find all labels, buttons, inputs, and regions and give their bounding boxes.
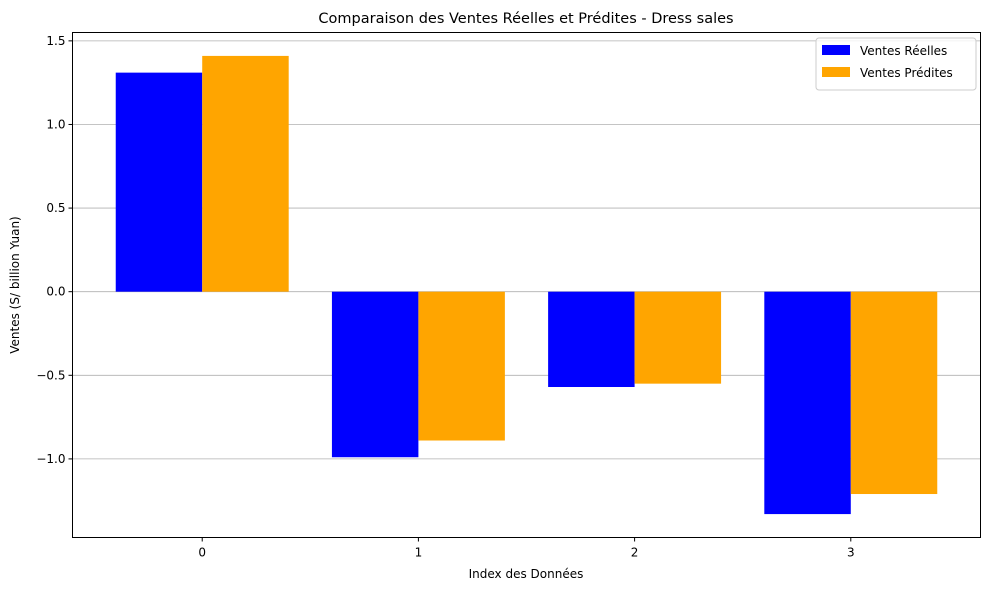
bar-ventes-predites	[418, 291, 505, 441]
bar-ventes-reelles	[548, 291, 635, 388]
x-tick-label: 1	[415, 546, 423, 560]
bars	[115, 55, 938, 515]
legend-swatch-ventes-reelles	[822, 45, 850, 55]
x-axis-label: Index des Données	[469, 567, 584, 581]
legend-label-ventes-predites: Ventes Prédites	[860, 66, 953, 80]
bar-ventes-predites	[634, 291, 722, 384]
legend: Ventes Réelles Ventes Prédites	[815, 37, 977, 91]
legend-swatch-ventes-predites	[822, 67, 850, 77]
legend-label-ventes-reelles: Ventes Réelles	[860, 44, 947, 58]
y-tick-label: −0.5	[36, 368, 65, 382]
ticks: 1.5 1.0 0.5 0.0 −0.5 −1.0 0 1 2 3	[36, 34, 854, 560]
bar-ventes-predites	[202, 55, 289, 292]
y-tick-label: −1.0	[36, 452, 65, 466]
x-tick-label: 0	[198, 546, 206, 560]
y-tick-label: 1.5	[46, 34, 65, 48]
y-tick-label: 0.0	[46, 285, 65, 299]
x-tick-label: 3	[847, 546, 855, 560]
bar-ventes-reelles	[331, 291, 419, 458]
y-tick-label: 1.0	[46, 117, 65, 131]
bar-ventes-reelles	[115, 72, 203, 292]
x-tick-label: 2	[631, 546, 639, 560]
chart-title: Comparaison des Ventes Réelles et Prédit…	[318, 11, 733, 27]
y-axis-label: Ventes (S/ billion Yuan)	[8, 216, 22, 354]
plot-frame	[72, 32, 981, 538]
bar-ventes-predites	[850, 291, 938, 495]
legend-box	[815, 37, 977, 91]
y-tick-label: 0.5	[46, 201, 65, 215]
bar-ventes-reelles	[764, 291, 851, 515]
